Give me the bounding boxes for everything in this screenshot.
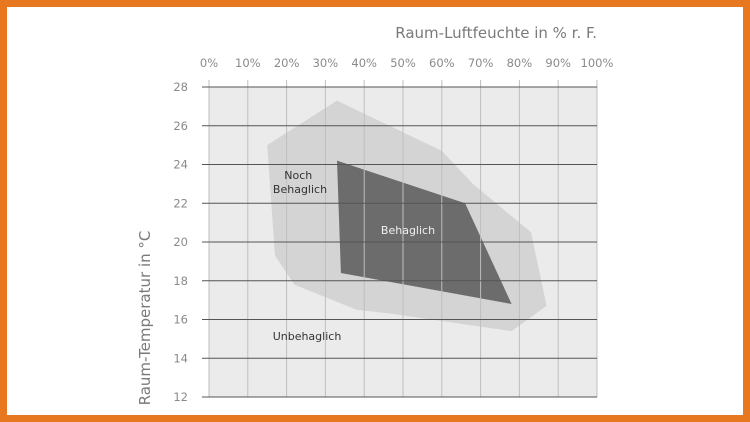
- region-label-behaglich: Behaglich: [381, 224, 435, 237]
- x-tick-label: 80%: [507, 56, 533, 70]
- comfort-chart: 0% 10% 20% 30% 40% 50% 60% 70% 80% 90% 100% 12 14 16…: [136, 24, 614, 406]
- x-tick-label: 100%: [581, 56, 614, 70]
- x-tick-label: 50%: [390, 56, 416, 70]
- y-tick-label: 24: [173, 158, 188, 172]
- chart-frame: 0% 10% 20% 30% 40% 50% 60% 70% 80% 90% 100% 12 14 16…: [7, 7, 743, 415]
- y-tick-label: 16: [173, 313, 188, 327]
- region-label-noch-behaglich: Noch Behaglich: [273, 169, 327, 196]
- x-axis-title: Raum-Luftfeuchte in % r. F.: [395, 24, 597, 42]
- x-tick-label: 20%: [274, 56, 300, 70]
- y-tick-label: 20: [173, 235, 188, 249]
- x-tick-label: 0%: [200, 56, 218, 70]
- x-tick-label: 70%: [468, 56, 494, 70]
- y-tick-label: 28: [173, 80, 188, 94]
- y-tick-label: 18: [173, 274, 188, 288]
- y-tick-label: 26: [173, 119, 188, 133]
- y-tick-label: 14: [173, 351, 188, 365]
- y-axis-title: Raum-Temperatur in °C: [136, 231, 154, 406]
- region-behaglich: [337, 160, 512, 304]
- region-label-unbehaglich: Unbehaglich: [273, 330, 342, 343]
- x-tick-label: 40%: [351, 56, 377, 70]
- x-tick-label: 30%: [313, 56, 339, 70]
- y-tick-label: 22: [173, 196, 188, 210]
- x-tick-label: 90%: [545, 56, 571, 70]
- x-tick-label: 10%: [235, 56, 261, 70]
- y-tick-label: 12: [173, 390, 188, 404]
- x-tick-label: 60%: [429, 56, 455, 70]
